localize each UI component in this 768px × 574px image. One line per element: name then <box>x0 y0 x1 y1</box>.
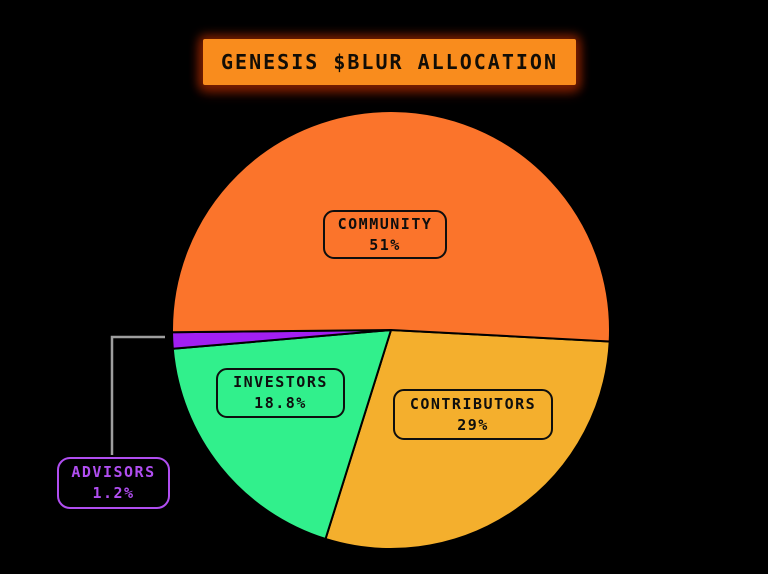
chart-title-banner: GENESIS $BLUR ALLOCATION <box>203 39 576 85</box>
label-advisors-value: 1.2% <box>92 484 135 502</box>
label-contributors-value: 29% <box>457 415 489 434</box>
advisors-callout-line <box>110 335 165 455</box>
pie-slice-investors[interactable] <box>171 329 392 540</box>
label-contributors-name: CONTRIBUTORS <box>409 394 537 413</box>
label-investors-name: INVESTORS <box>233 373 328 391</box>
label-community: COMMUNITY 51% <box>323 210 447 259</box>
label-community-value: 51% <box>369 235 401 254</box>
label-advisors: ADVISORS 1.2% <box>57 457 170 509</box>
label-community-name: COMMUNITY <box>337 214 433 233</box>
chart-title: GENESIS $BLUR ALLOCATION <box>221 50 558 74</box>
label-investors: INVESTORS 18.8% <box>216 368 345 418</box>
label-contributors: CONTRIBUTORS 29% <box>393 389 553 440</box>
label-advisors-name: ADVISORS <box>71 463 156 481</box>
label-investors-value: 18.8% <box>254 394 307 412</box>
pie-slice-community[interactable] <box>171 110 611 343</box>
